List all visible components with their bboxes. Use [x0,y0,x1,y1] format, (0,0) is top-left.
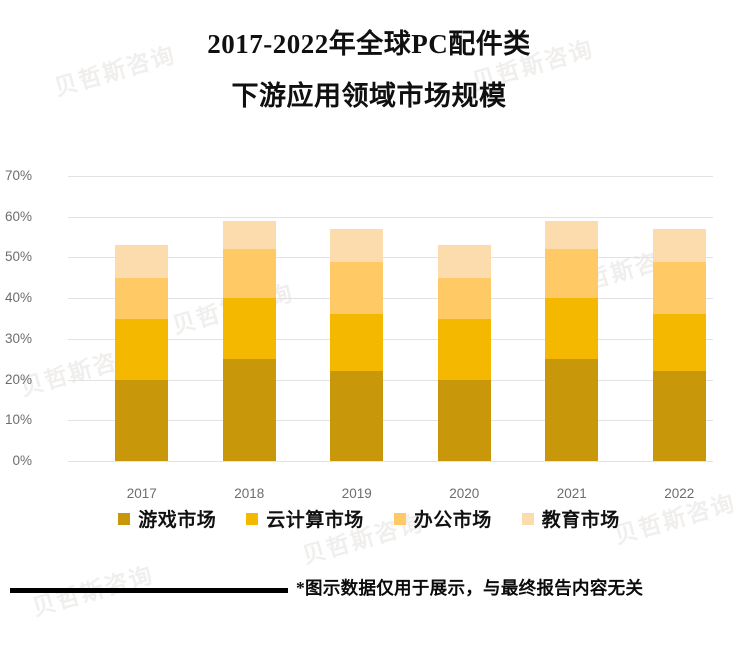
gridline [68,338,713,340]
bar-segment[interactable] [652,261,706,315]
stacked-bar[interactable] [437,245,491,461]
bar-segment[interactable] [115,318,169,380]
legend-swatch-icon [246,512,259,525]
legend-swatch-icon [118,512,131,525]
bar-segment[interactable] [115,379,169,461]
legend-item[interactable]: 游戏市场 [118,505,216,532]
y-axis-tick-label: 30% [4,330,32,346]
gridline [68,461,713,462]
y-axis-tick-label: 60% [4,208,32,224]
bar-segment[interactable] [115,277,169,319]
x-axis-tick-label: 2019 [341,486,372,501]
gridline [68,176,713,177]
bar-segment[interactable] [545,249,599,299]
legend-item[interactable]: 办公市场 [393,505,492,532]
chart-area: 0% 10% 20% 30% 40% 50% 60% 70% 2017 2018 2019 2020 2… [0,160,738,501]
stacked-bar[interactable] [652,228,706,461]
bar-segment[interactable] [437,245,491,278]
stacked-bar[interactable] [222,220,276,461]
footer: *图示数据仅用于展示，与最终报告内容无关 [0,572,738,612]
bar-segment[interactable] [545,298,599,360]
chart-title-line-2: 下游应用领域市场规模 [231,81,507,111]
y-axis-tick-label: 70% [4,168,32,183]
legend-item[interactable]: 教育市场 [521,505,620,532]
legend-item-label: 教育市场 [541,510,620,531]
bar-segment[interactable] [545,220,599,250]
bar-segment[interactable] [115,245,169,278]
bar-segment[interactable] [330,261,384,315]
plot-region: 0% 10% 20% 30% 40% 50% 60% 70% 2017 2018 2019 2020 2… [5,168,713,501]
y-axis-tick-label: 50% [4,249,32,265]
bar-segment[interactable] [330,314,384,372]
gridline [68,216,713,218]
chart-title: 2017-2022年全球PC配件类 下游应用领域市场规模 [0,18,738,122]
bar-segment[interactable] [437,379,491,461]
y-axis-tick-label: 0% [12,453,32,468]
footer-disclaimer-note: *图示数据仅用于展示，与最终报告内容无关 [296,578,644,598]
legend-swatch-icon [393,512,406,525]
gridline [68,420,713,422]
x-axis-tick-label: 2020 [449,486,480,501]
bar-segment[interactable] [222,298,276,360]
chart-title-line-1: 2017-2022年全球PC配件类 [207,29,531,59]
stacked-bar[interactable] [115,245,169,461]
y-axis-tick-label: 40% [4,290,32,306]
bar-segment[interactable] [545,359,599,461]
legend-item-label: 云计算市场 [266,510,364,531]
legend-item[interactable]: 云计算市场 [246,505,364,532]
y-axis-tick-label: 10% [4,412,32,428]
bar-segment[interactable] [222,249,276,299]
stacked-bar[interactable] [330,228,384,461]
bar-segment[interactable] [222,220,276,250]
chart-legend: 游戏市场 云计算市场 办公市场 教育市场 [0,505,738,532]
footer-divider-rule [10,588,288,593]
x-axis-tick-label: 2018 [234,486,265,501]
bar-segment[interactable] [652,371,706,461]
legend-item-label: 游戏市场 [138,510,217,531]
stacked-bar[interactable] [545,220,599,461]
gridline [68,379,713,381]
bar-segment[interactable] [330,228,384,262]
bar-segment[interactable] [222,359,276,461]
bar-segment[interactable] [652,314,706,372]
bar-segment[interactable] [437,277,491,319]
legend-item-label: 办公市场 [413,510,492,531]
x-axis-tick-label: 2021 [556,486,587,501]
x-axis-tick-label: 2017 [126,486,157,501]
legend-swatch-icon [521,512,534,525]
bar-segment[interactable] [437,318,491,380]
bar-segment[interactable] [652,228,706,262]
bar-segment[interactable] [330,371,384,461]
gridline [68,257,713,259]
gridline [68,298,713,300]
x-axis-tick-label: 2022 [664,486,695,501]
y-axis-tick-label: 20% [4,371,32,387]
